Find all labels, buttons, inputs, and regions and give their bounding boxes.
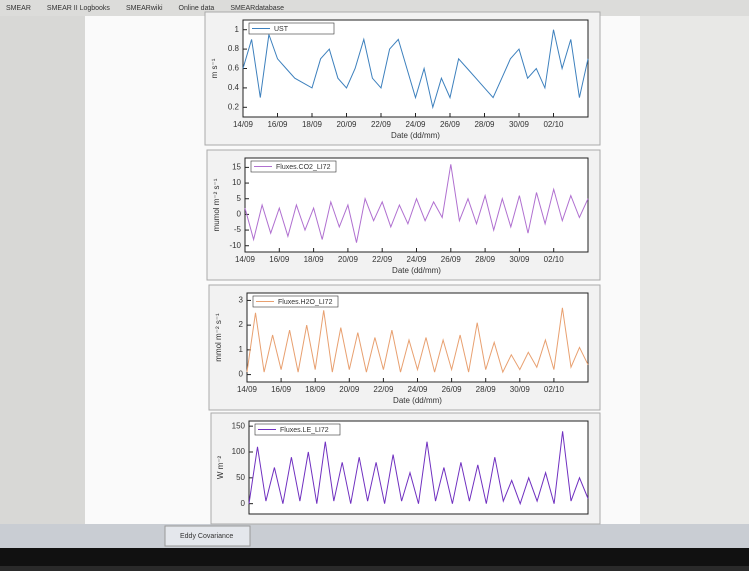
x-tick-label: 20/09 — [339, 385, 360, 394]
x-tick-label: 14/09 — [233, 120, 254, 129]
page: SMEAR SMEAR II Logbooks SMEARwiki Online da… — [0, 0, 749, 566]
x-tick-label: 02/10 — [544, 385, 565, 394]
bookmark[interactable]: SMEAR II Logbooks — [47, 5, 111, 12]
x-tick-label: 16/09 — [271, 385, 292, 394]
x-tick-label: 24/09 — [405, 120, 426, 129]
taskbar — [0, 524, 749, 548]
x-axis-label: Date (dd/mm) — [392, 266, 441, 275]
x-tick-label: 24/09 — [407, 385, 428, 394]
x-tick-label: 30/09 — [510, 385, 531, 394]
y-axis-label: mumol m⁻² s⁻¹ — [212, 178, 221, 231]
x-tick-label: 28/09 — [475, 255, 496, 264]
left-margin — [0, 16, 85, 524]
y-tick-label: 5 — [237, 194, 242, 203]
x-tick-label: 28/09 — [476, 385, 497, 394]
x-tick-label: 26/09 — [442, 385, 463, 394]
legend-label: Fluxes.LE_LI72 — [280, 427, 329, 434]
x-tick-label: 28/09 — [474, 120, 495, 129]
y-tick-label: -5 — [234, 225, 242, 234]
legend-label: UST — [274, 26, 289, 33]
x-tick-label: 14/09 — [237, 385, 258, 394]
x-tick-label: 22/09 — [372, 255, 393, 264]
y-tick-label: 0.8 — [228, 44, 240, 53]
x-tick-label: 30/09 — [509, 255, 530, 264]
x-tick-label: 16/09 — [269, 255, 290, 264]
y-tick-label: 1 — [239, 345, 244, 354]
x-tick-label: 18/09 — [304, 255, 325, 264]
y-tick-label: 0.4 — [228, 83, 240, 92]
x-tick-label: 22/09 — [371, 120, 392, 129]
x-tick-label: 02/10 — [544, 255, 565, 264]
x-tick-label: 24/09 — [406, 255, 427, 264]
y-tick-label: 10 — [232, 178, 241, 187]
y-tick-label: 0 — [241, 499, 246, 508]
taskbar-label: Eddy Covariance — [180, 533, 233, 540]
bookmark[interactable]: SMEARdatabase — [230, 5, 284, 12]
y-tick-label: 0 — [237, 210, 242, 219]
x-tick-label: 14/09 — [235, 255, 256, 264]
bookmark[interactable]: Online data — [179, 5, 215, 12]
x-tick-label: 18/09 — [305, 385, 326, 394]
x-tick-label: 02/10 — [543, 120, 564, 129]
legend-label: Fluxes.CO2_LI72 — [276, 164, 331, 171]
y-tick-label: 150 — [232, 421, 246, 430]
x-tick-label: 18/09 — [302, 120, 323, 129]
y-tick-label: 0.6 — [228, 64, 240, 73]
x-tick-label: 20/09 — [338, 255, 359, 264]
x-tick-label: 22/09 — [373, 385, 394, 394]
x-tick-label: 20/09 — [336, 120, 357, 129]
y-axis-label: W m⁻² — [216, 456, 225, 480]
x-tick-label: 26/09 — [441, 255, 462, 264]
x-tick-label: 16/09 — [267, 120, 288, 129]
bookmark[interactable]: SMEARwiki — [126, 5, 163, 12]
y-axis-label: mmol m⁻² s⁻¹ — [214, 313, 223, 362]
y-axis-label: m s⁻¹ — [210, 58, 219, 78]
y-tick-label: 15 — [232, 163, 241, 172]
x-axis-label: Date (dd/mm) — [391, 131, 440, 140]
legend-label: Fluxes.H2O_LI72 — [278, 299, 333, 306]
x-tick-label: 30/09 — [509, 120, 530, 129]
y-tick-label: 3 — [239, 296, 244, 305]
y-tick-label: 1 — [235, 25, 240, 34]
y-tick-label: 0 — [239, 370, 244, 379]
bookmark[interactable]: SMEAR — [6, 5, 31, 12]
y-tick-label: 50 — [236, 473, 245, 482]
y-tick-label: 0.2 — [228, 102, 240, 111]
y-tick-label: -10 — [229, 241, 241, 250]
screen: SMEAR SMEAR II Logbooks SMEARwiki Online da… — [0, 0, 749, 566]
y-tick-label: 100 — [232, 447, 246, 456]
bezel — [0, 548, 749, 566]
x-axis-label: Date (dd/mm) — [393, 396, 442, 405]
y-tick-label: 2 — [239, 320, 244, 329]
x-tick-label: 26/09 — [440, 120, 461, 129]
